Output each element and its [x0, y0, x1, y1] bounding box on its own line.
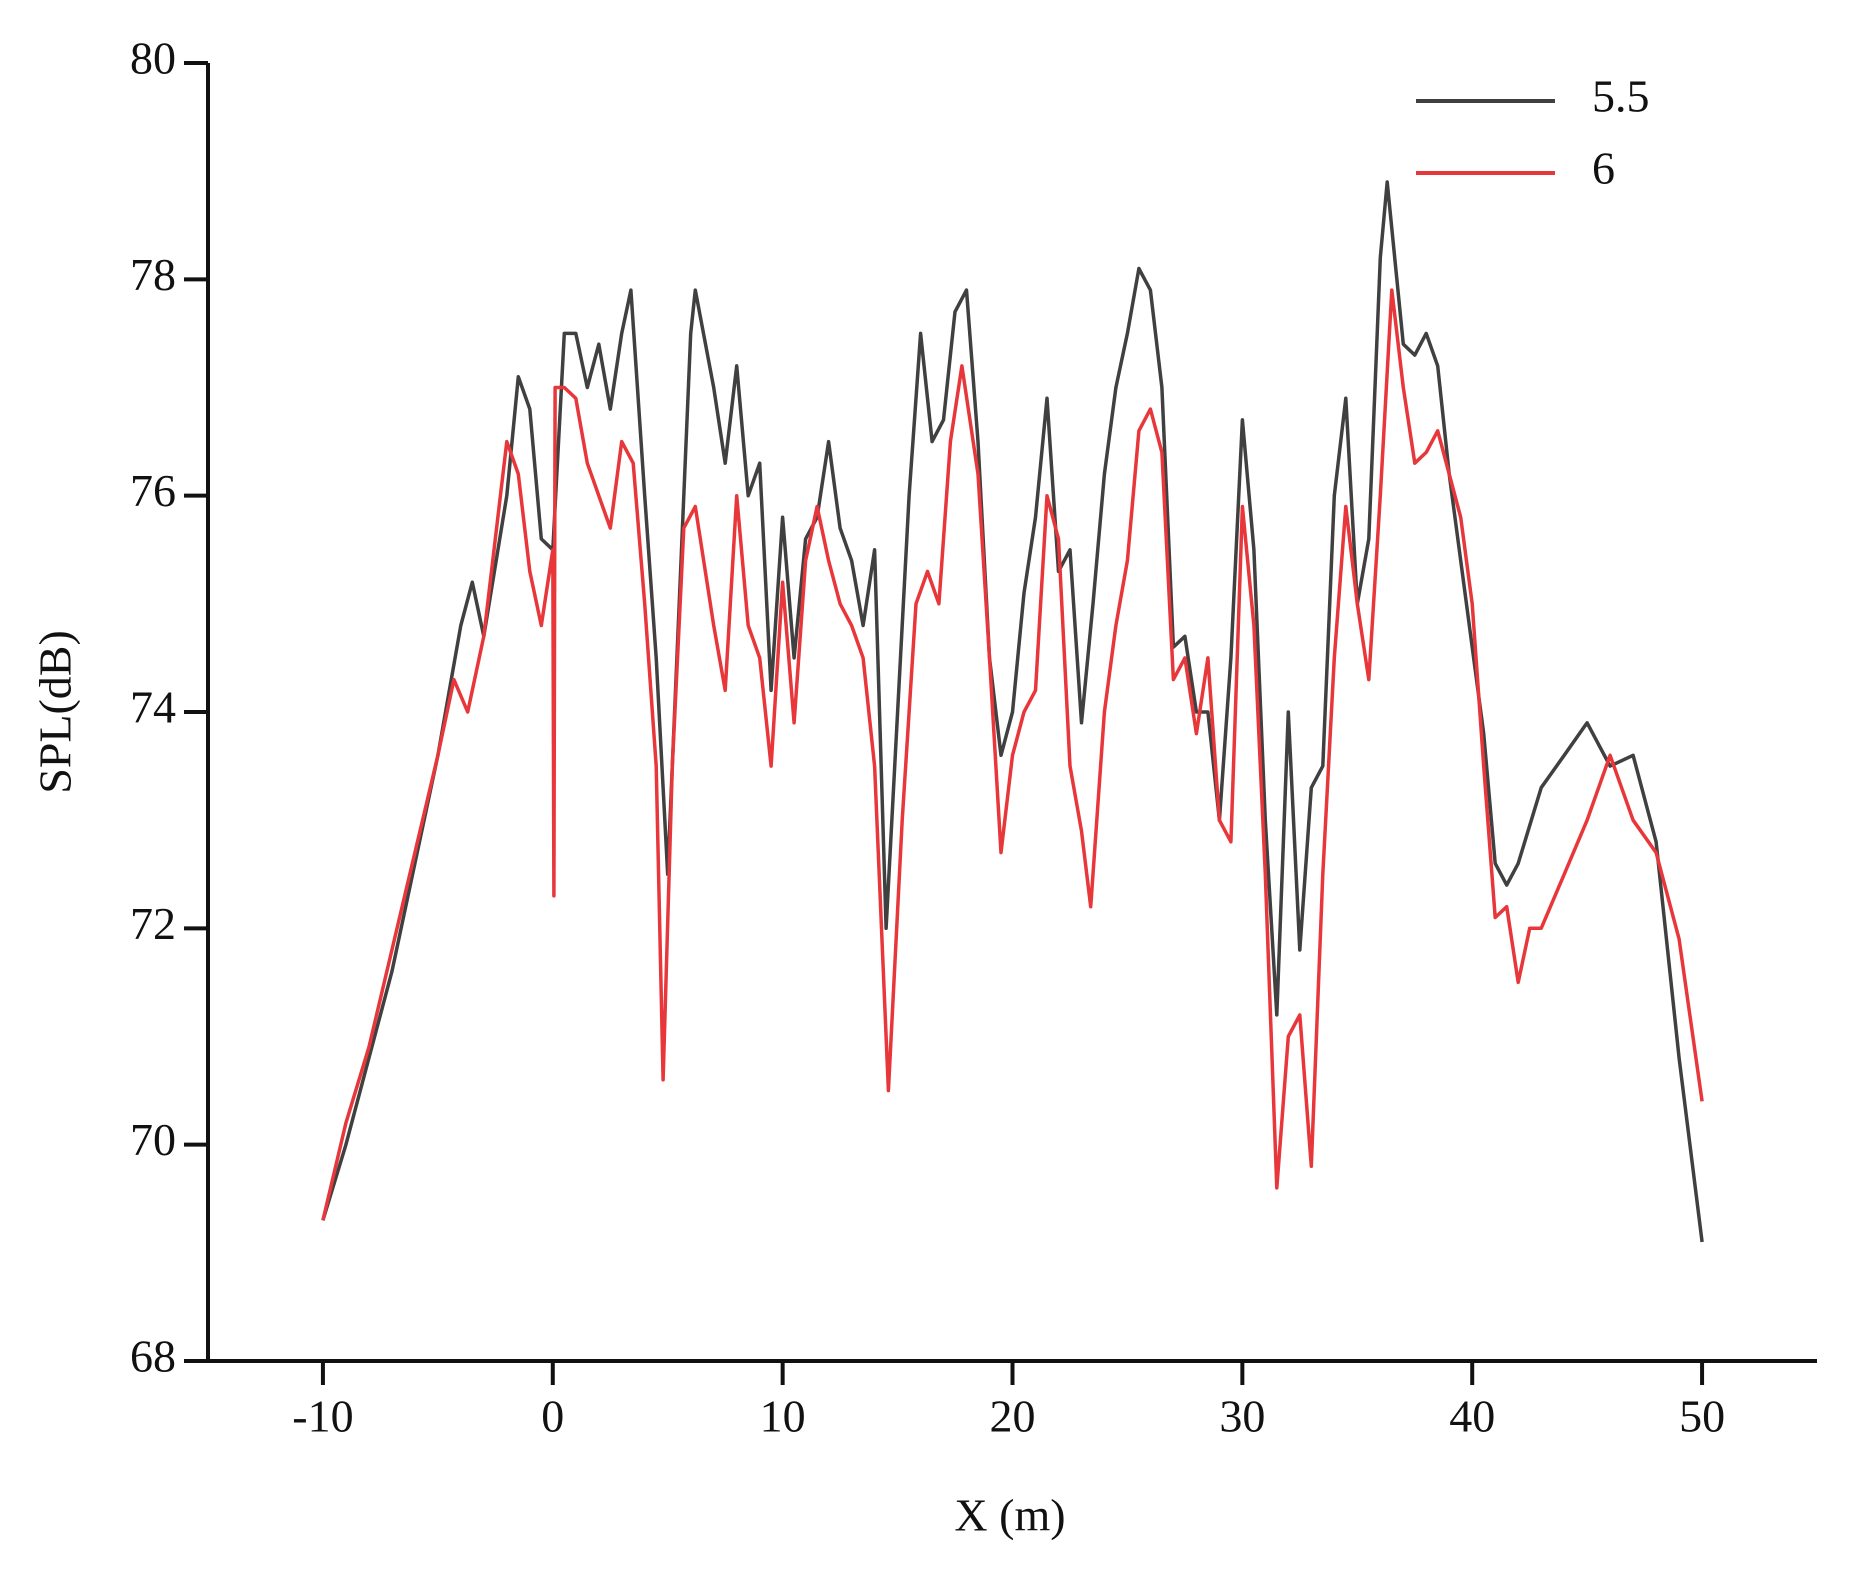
y-tick-label: 70 — [130, 1114, 176, 1165]
y-tick-label: 68 — [130, 1331, 176, 1382]
legend-label: 6 — [1592, 143, 1615, 194]
legend-label: 5.5 — [1592, 71, 1650, 122]
x-tick-label: 0 — [541, 1391, 564, 1442]
line-series — [321, 180, 1704, 1243]
x-tick-label: 40 — [1449, 1391, 1495, 1442]
x-axis-label: X (m) — [954, 1490, 1065, 1541]
y-axis-label: SPL(dB) — [30, 630, 81, 794]
x-tick-label: -10 — [292, 1391, 353, 1442]
y-tick-label: 78 — [130, 249, 176, 300]
line-series — [321, 288, 1704, 1221]
x-tick-label: 10 — [760, 1391, 806, 1442]
x-tick-label: 30 — [1219, 1391, 1265, 1442]
y-tick-label: 76 — [130, 465, 176, 516]
y-tick-label: 74 — [130, 682, 176, 733]
y-tick-label: 72 — [130, 898, 176, 949]
x-tick-label: 50 — [1679, 1391, 1725, 1442]
x-tick-label: 20 — [990, 1391, 1036, 1442]
y-tick-label: 80 — [130, 33, 176, 84]
